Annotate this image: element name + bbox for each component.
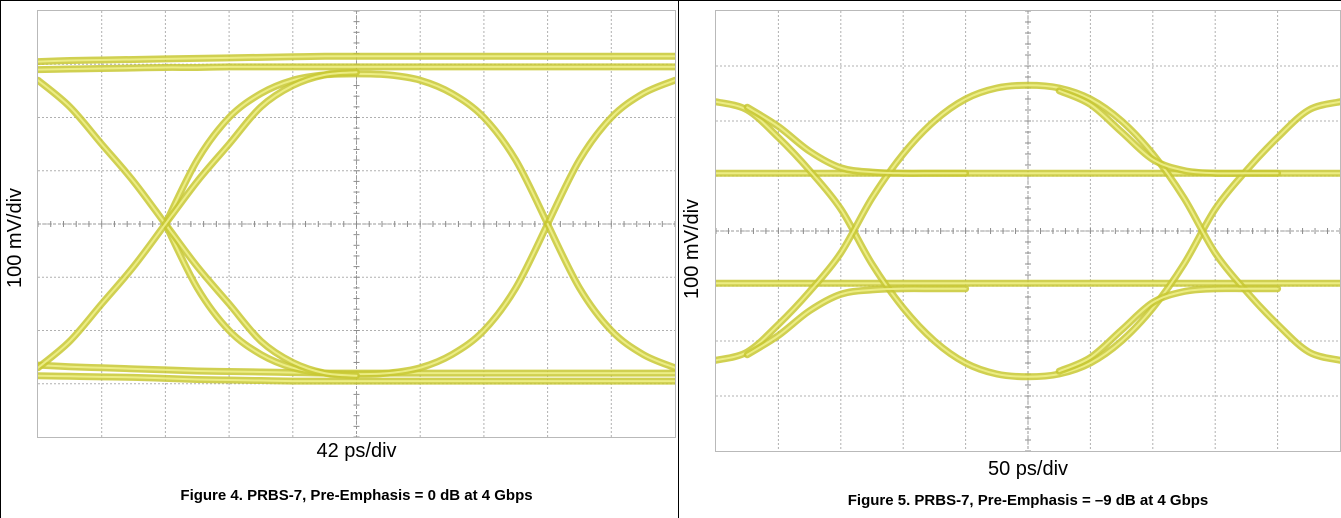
eye-trace: [1059, 91, 1277, 174]
figure-border-top: [678, 0, 1341, 1]
eye-diagram-plot: [715, 10, 1341, 452]
x-axis-label: 42 ps/div: [37, 440, 676, 463]
figure-4: 100 mV/div 42 ps/div Figure 4. PRBS-7, P…: [0, 0, 678, 518]
eye-diagram-svg: [38, 11, 675, 437]
eye-trace-highlight: [38, 80, 357, 376]
eye-trace: [1059, 289, 1277, 372]
y-axis-label: 100 mV/div: [4, 188, 27, 288]
figure-border-left: [0, 0, 1, 518]
figure-caption: Figure 4. PRBS-7, Pre-Emphasis = 0 dB at…: [37, 487, 676, 504]
grid: [716, 11, 1340, 451]
x-axis-label: 50 ps/div: [715, 458, 1341, 481]
eye-diagram-plot: [37, 10, 676, 438]
eye-diagram-svg: [716, 11, 1340, 451]
y-axis-label: 100 mV/div: [681, 199, 704, 299]
figure-border-left: [678, 0, 679, 518]
figure-5: 100 mV/div 50 ps/div Figure 5. PRBS-7, P…: [678, 0, 1341, 518]
figure-caption: Figure 5. PRBS-7, Pre-Emphasis = –9 dB a…: [715, 492, 1341, 509]
figure-border-top: [0, 0, 678, 1]
eye-trace-highlight: [38, 72, 357, 368]
